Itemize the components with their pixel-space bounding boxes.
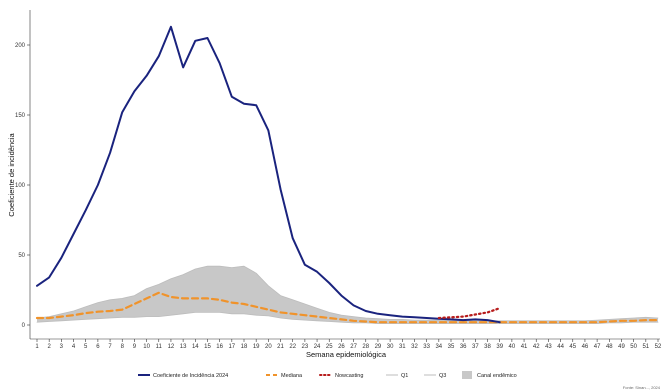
- x-tick-label: 19: [253, 344, 260, 350]
- series-line-coeficiente-de-incid-ncia-2024: [36, 25, 501, 324]
- legend-label: Mediana: [281, 373, 303, 379]
- x-tick-label: 37: [472, 344, 479, 350]
- series-line-mediana: [35, 291, 660, 324]
- x-tick-label: 8: [121, 344, 125, 350]
- x-tick-label: 22: [289, 344, 296, 350]
- x-tick-label: 23: [302, 344, 309, 350]
- y-tick-label: 50: [18, 253, 25, 259]
- legend-label: Canal endêmico: [477, 373, 517, 379]
- legend-swatch: [462, 371, 472, 379]
- legend-label: Nowcasting: [335, 373, 363, 379]
- legend-item: Q3: [424, 373, 446, 379]
- x-tick-label: 27: [350, 344, 357, 350]
- x-tick-label: 17: [228, 344, 235, 350]
- x-tick-label: 16: [216, 344, 223, 350]
- x-tick-label: 33: [423, 344, 430, 350]
- x-tick-label: 41: [521, 344, 528, 350]
- x-tick-label: 2: [48, 344, 52, 350]
- x-tick-label: 12: [168, 344, 175, 350]
- x-tick-label: 49: [618, 344, 625, 350]
- series-line-nowcasting: [437, 307, 501, 320]
- x-tick-label: 24: [314, 344, 321, 350]
- x-tick-label: 43: [545, 344, 552, 350]
- x-tick-label: 45: [569, 344, 576, 350]
- legend-item: Mediana: [266, 373, 303, 379]
- x-tick-label: 32: [411, 344, 418, 350]
- y-axis-title: Coeficiente de incidência: [7, 132, 16, 216]
- legend-item: Coeficiente de Incidência 2024: [138, 373, 228, 379]
- x-tick-label: 34: [435, 344, 442, 350]
- x-tick-label: 42: [533, 344, 540, 350]
- x-tick-label: 47: [594, 344, 601, 350]
- x-tick-label: 25: [326, 344, 333, 350]
- x-tick-label: 40: [509, 344, 516, 350]
- y-tick-label: 150: [15, 113, 26, 119]
- x-tick-label: 15: [204, 344, 211, 350]
- legend-label: Coeficiente de Incidência 2024: [153, 373, 228, 379]
- x-tick-label: 28: [362, 344, 369, 350]
- x-tick-label: 30: [387, 344, 394, 350]
- x-tick-label: 29: [375, 344, 382, 350]
- y-tick-label: 0: [22, 323, 26, 329]
- x-tick-label: 38: [484, 344, 491, 350]
- y-tick-label: 200: [15, 43, 26, 49]
- x-tick-label: 51: [642, 344, 649, 350]
- x-tick-label: 35: [448, 344, 455, 350]
- x-tick-label: 44: [557, 344, 564, 350]
- x-tick-label: 31: [399, 344, 406, 350]
- endemic-channel-band-layer: [37, 266, 658, 324]
- x-axis-title: Semana epidemiológica: [306, 350, 387, 359]
- legend-label: Q1: [401, 373, 408, 379]
- source-note: Fonte: Sinan..., 2024: [623, 385, 661, 390]
- legend: Coeficiente de Incidência 2024 Mediana Now…: [138, 371, 517, 379]
- x-tick-label: 13: [180, 344, 187, 350]
- series-line-q1: [36, 312, 659, 324]
- x-tick-label: 4: [72, 344, 76, 350]
- x-tick-label: 21: [277, 344, 284, 350]
- legend-label: Q3: [439, 373, 446, 379]
- x-tick-label: 7: [108, 344, 112, 350]
- x-tick-label: 26: [338, 344, 345, 350]
- x-tick-label: 14: [192, 344, 199, 350]
- x-tick-label: 36: [460, 344, 467, 350]
- legend-item: Q1: [386, 373, 408, 379]
- y-tick-label: 100: [15, 183, 26, 189]
- x-tick-label: 50: [630, 344, 637, 350]
- x-tick-label: 39: [496, 344, 503, 350]
- x-tick-label: 1: [35, 344, 39, 350]
- endemic-channel-band: [37, 266, 658, 324]
- x-tick-label: 46: [582, 344, 589, 350]
- x-tick-label: 52: [655, 344, 662, 350]
- x-tick-label: 11: [156, 344, 163, 350]
- x-tick-label: 9: [133, 344, 137, 350]
- legend-item: Nowcasting: [319, 373, 363, 379]
- legend-item: Canal endêmico: [462, 371, 517, 379]
- x-tick-label: 5: [84, 344, 88, 350]
- x-tick-label: 6: [96, 344, 100, 350]
- x-tick-label: 20: [265, 344, 272, 350]
- x-tick-label: 3: [60, 344, 64, 350]
- x-tick-label: 10: [143, 344, 150, 350]
- x-tick-label: 48: [606, 344, 613, 350]
- x-tick-label: 18: [241, 344, 248, 350]
- series-line-q3: [36, 265, 659, 322]
- series-layer: [35, 25, 660, 324]
